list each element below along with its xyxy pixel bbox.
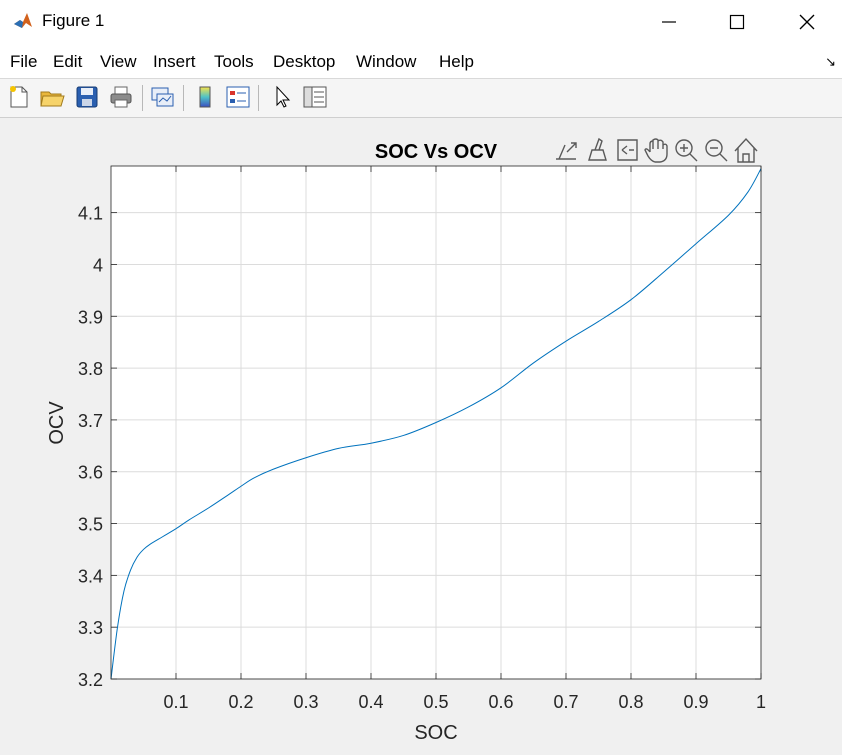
title-bar: Figure 1 bbox=[0, 0, 842, 44]
toolbar-separator bbox=[183, 85, 184, 111]
y-tick-label: 3.8 bbox=[78, 359, 103, 379]
figure-toolbar bbox=[0, 79, 842, 118]
menu-edit[interactable]: Edit bbox=[53, 52, 83, 71]
axes-box bbox=[110, 165, 762, 680]
new-figure-icon[interactable] bbox=[6, 84, 32, 110]
x-tick-label: 0.8 bbox=[618, 692, 643, 712]
x-tick-label: 0.4 bbox=[358, 692, 383, 712]
y-axis-label: OCV bbox=[46, 401, 68, 445]
menu-insert[interactable]: Insert bbox=[153, 52, 196, 71]
export-icon[interactable] bbox=[556, 142, 577, 160]
x-axis-label: SOC bbox=[414, 722, 457, 744]
maximize-button[interactable] bbox=[704, 0, 770, 44]
y-tick-label: 3.4 bbox=[78, 566, 103, 586]
plot-svg[interactable]: 0.1 0.2 0.3 0.4 0.5 0.6 0.7 0.8 0.9 1 3.23.33.43.… bbox=[0, 118, 842, 750]
menu-window[interactable]: Window bbox=[356, 52, 417, 71]
y-tick-label: 3.3 bbox=[78, 618, 103, 638]
toolbar-separator bbox=[258, 85, 259, 111]
pan-icon[interactable] bbox=[644, 138, 668, 163]
dock-arrow-icon[interactable]: ↘ bbox=[825, 54, 836, 69]
close-icon bbox=[799, 14, 815, 30]
menu-tools[interactable]: Tools bbox=[214, 52, 254, 71]
insert-colorbar-icon[interactable] bbox=[192, 84, 218, 110]
data-tips-icon[interactable] bbox=[617, 139, 638, 161]
figure-canvas: 0.1 0.2 0.3 0.4 0.5 0.6 0.7 0.8 0.9 1 3.2 3.3 3.4 3.… bbox=[0, 118, 842, 750]
insert-legend-icon[interactable] bbox=[225, 84, 251, 110]
close-button[interactable] bbox=[774, 0, 840, 44]
edit-plot-icon[interactable] bbox=[270, 84, 296, 110]
save-icon[interactable] bbox=[74, 84, 100, 110]
zoom-out-icon[interactable] bbox=[705, 139, 728, 162]
y-tick-label: 3.7 bbox=[78, 411, 103, 431]
series-line bbox=[110, 168, 762, 680]
x-tick-label: 0.7 bbox=[553, 692, 578, 712]
brush-icon[interactable] bbox=[588, 137, 607, 161]
minimize-button[interactable] bbox=[636, 0, 702, 44]
x-tick-label: 0.6 bbox=[488, 692, 513, 712]
open-file-icon[interactable] bbox=[39, 84, 65, 110]
x-tick-label: 0.3 bbox=[293, 692, 318, 712]
x-tick-label: 0.5 bbox=[423, 692, 448, 712]
menu-bar: File Edit View Insert Tools Desktop Wind… bbox=[0, 44, 842, 79]
y-tick-label: 3.5 bbox=[78, 515, 103, 535]
window-title: Figure 1 bbox=[42, 11, 105, 30]
toolbar-separator bbox=[142, 85, 143, 111]
matlab-logo-icon bbox=[13, 11, 33, 31]
y-tick-label: 4.1 bbox=[78, 204, 103, 224]
x-axis-ticks: 0.1 0.2 0.3 0.4 0.5 0.6 0.7 0.8 0.9 1 bbox=[163, 166, 766, 712]
minimize-icon bbox=[662, 21, 676, 23]
property-inspector-icon[interactable] bbox=[302, 84, 328, 110]
home-icon[interactable] bbox=[734, 137, 758, 163]
x-tick-label: 0.2 bbox=[228, 692, 253, 712]
axes-toolbar bbox=[556, 137, 758, 163]
y-tick-label: 3.2 bbox=[78, 670, 103, 690]
y-tick-label: 4 bbox=[93, 255, 103, 275]
print-icon[interactable] bbox=[108, 84, 134, 110]
link-plot-icon[interactable] bbox=[149, 84, 175, 110]
y-tick-label: 3.6 bbox=[78, 463, 103, 483]
y-axis-ticks: 3.2 3.3 3.4 3.5 3.6 3.7 3.8 3.9 4 4.1 bbox=[78, 204, 761, 690]
maximize-icon bbox=[729, 14, 745, 30]
menu-view[interactable]: View bbox=[100, 52, 137, 71]
x-tick-label: 1 bbox=[756, 692, 766, 712]
zoom-in-icon[interactable] bbox=[675, 139, 698, 162]
menu-file[interactable]: File bbox=[10, 52, 38, 71]
y-tick-label: 3.9 bbox=[78, 307, 103, 327]
chart-title: SOC Vs OCV bbox=[375, 141, 498, 163]
menu-desktop[interactable]: Desktop bbox=[273, 52, 336, 71]
x-tick-label: 0.1 bbox=[163, 692, 188, 712]
x-tick-label: 0.9 bbox=[683, 692, 708, 712]
menu-help[interactable]: Help bbox=[439, 52, 474, 71]
